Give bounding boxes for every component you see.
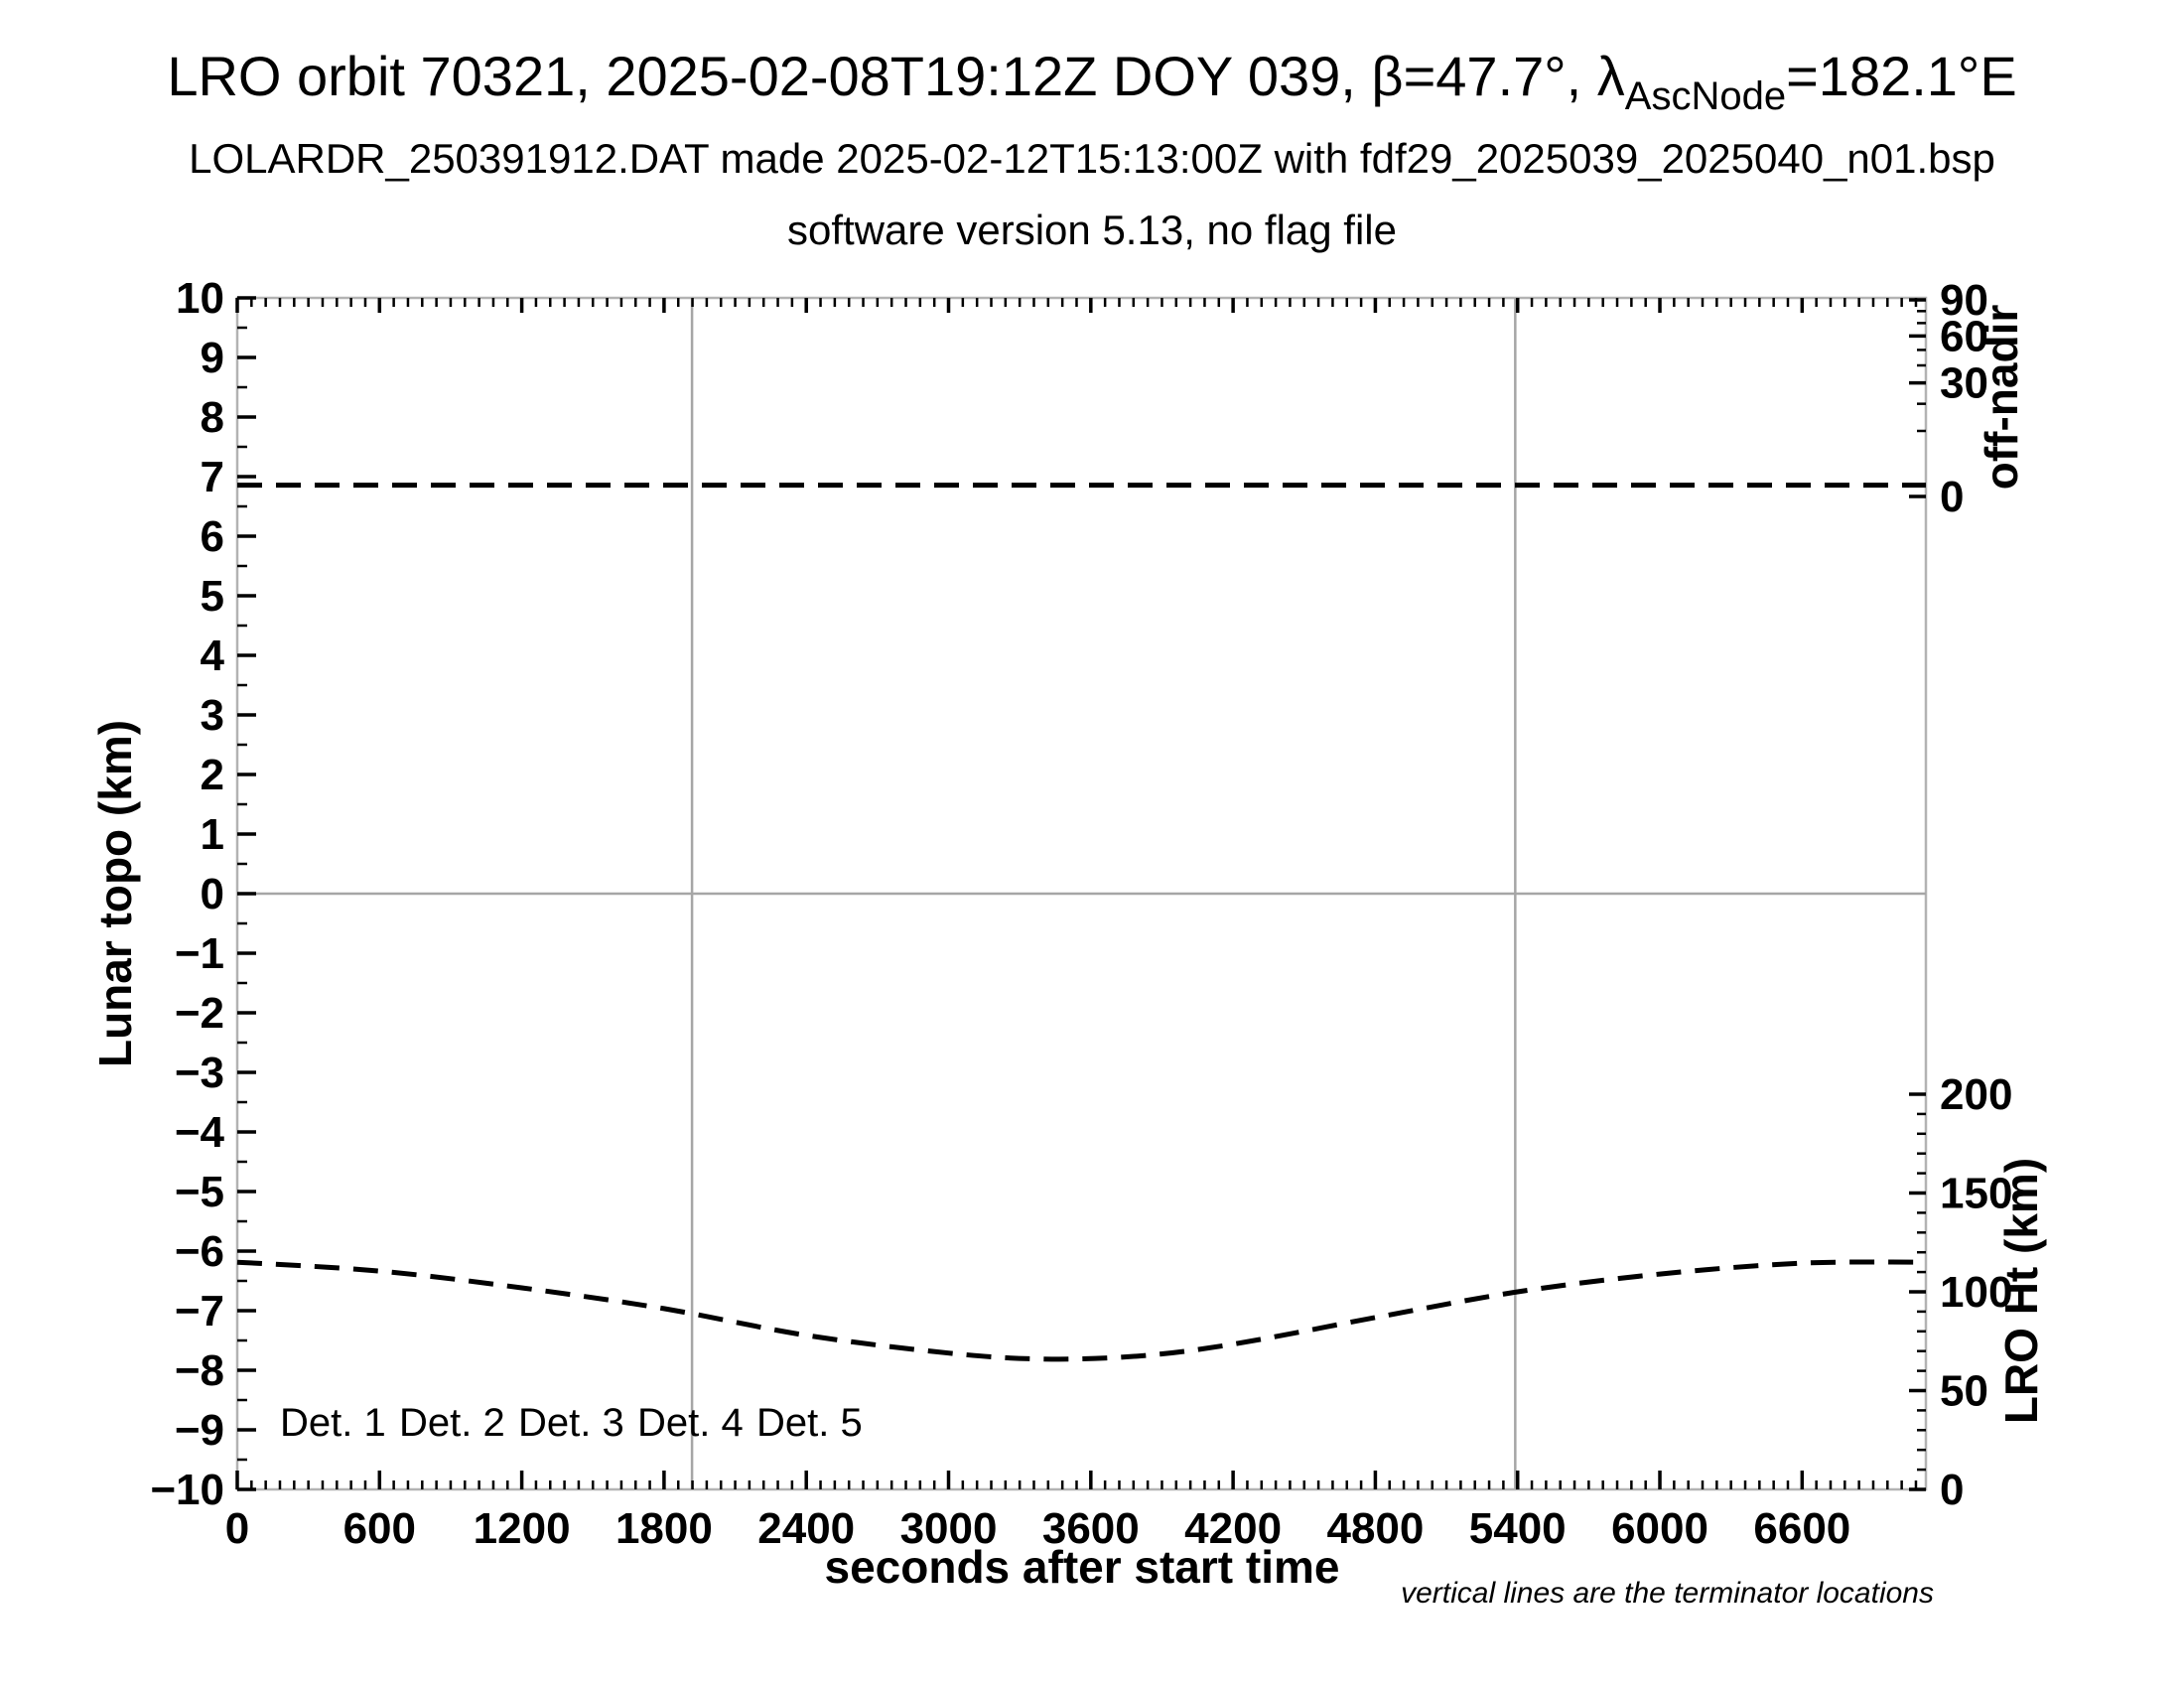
y-tick-label: −2 bbox=[175, 989, 224, 1038]
y-tick-label: 0 bbox=[201, 870, 224, 918]
y-tick-label: −8 bbox=[175, 1346, 224, 1395]
x-tick-label: 4800 bbox=[1326, 1504, 1424, 1553]
x-tick-label: 1200 bbox=[474, 1504, 571, 1553]
legend-item-5: Det. 5 bbox=[756, 1401, 863, 1445]
y-tick-label: −5 bbox=[175, 1168, 224, 1216]
subtitle-version-line: software version 5.13, no flag file bbox=[787, 207, 1397, 253]
y-tick-label: 3 bbox=[201, 691, 224, 740]
x-tick-label: 5400 bbox=[1469, 1504, 1567, 1553]
off-nadir-axis-title: off-nadir bbox=[1976, 305, 2027, 491]
lro-ht-tick-label: 0 bbox=[1940, 1466, 1964, 1514]
y-tick-label: −10 bbox=[150, 1466, 224, 1514]
grid-lines bbox=[237, 298, 1926, 1489]
lro-ht-tick-label: 150 bbox=[1940, 1170, 2012, 1218]
lro-ht-tick-label: 50 bbox=[1940, 1367, 1988, 1416]
x-tick-label: 600 bbox=[343, 1504, 416, 1553]
lro-ht-tick-label: 100 bbox=[1940, 1268, 2012, 1317]
y-tick-label: 9 bbox=[201, 334, 224, 382]
header: LRO orbit 70321, 2025-02-08T19:12Z DOY 0… bbox=[167, 45, 2016, 253]
legend-item-2: Det. 2 bbox=[399, 1401, 505, 1445]
off-nadir-tick-label: 60 bbox=[1940, 312, 1988, 360]
legend-item-1: Det. 1 bbox=[280, 1401, 386, 1445]
x-tick-label: 4200 bbox=[1184, 1504, 1282, 1553]
off-nadir-tick-label: 30 bbox=[1940, 359, 1988, 408]
off-nadir-tick-label: 90 bbox=[1940, 276, 1988, 325]
y-tick-label: 8 bbox=[201, 393, 224, 442]
axis-ticks bbox=[235, 296, 1926, 1491]
y-tick-label: 4 bbox=[201, 632, 225, 680]
page-title: LRO orbit 70321, 2025-02-08T19:12Z DOY 0… bbox=[167, 45, 2016, 118]
y-tick-label: −6 bbox=[175, 1227, 224, 1276]
y-tick-label: −7 bbox=[175, 1287, 224, 1336]
data-series bbox=[236, 483, 1927, 1362]
y-tick-label: 1 bbox=[201, 810, 224, 859]
legend-item-4: Det. 4 bbox=[637, 1401, 744, 1445]
y-tick-label: 10 bbox=[176, 274, 224, 323]
y-left-axis-title: Lunar topo (km) bbox=[89, 720, 141, 1067]
series-LRO-height bbox=[236, 1259, 1927, 1362]
x-tick-label: 3600 bbox=[1042, 1504, 1140, 1553]
lro-ht-tick-label: 200 bbox=[1940, 1070, 2012, 1119]
tick-labels: 0 600 1200 1800 2400 3000 3600 4200 4800 5400 6000… bbox=[150, 274, 2012, 1553]
legend-item-3: Det. 3 bbox=[518, 1401, 624, 1445]
x-axis-title: seconds after start time bbox=[825, 1541, 1340, 1593]
terminator-footnote: vertical lines are the terminator locati… bbox=[1401, 1577, 1934, 1610]
y-tick-label: 2 bbox=[201, 751, 224, 799]
x-tick-label: 6600 bbox=[1753, 1504, 1850, 1553]
x-tick-label: 2400 bbox=[757, 1504, 855, 1553]
legend: Det. 1 Det. 2 Det. 3 Det. 4 Det. 5 bbox=[280, 1401, 863, 1445]
y-tick-label: −9 bbox=[175, 1406, 224, 1455]
y-tick-label: 6 bbox=[201, 512, 224, 561]
off-nadir-tick-label: 0 bbox=[1940, 473, 1964, 521]
y-tick-label: 5 bbox=[201, 572, 224, 621]
subtitle-file-line: LOLARDR_250391912.DAT made 2025-02-12T15… bbox=[189, 135, 1995, 182]
x-tick-label: 1800 bbox=[615, 1504, 713, 1553]
y-tick-label: −3 bbox=[175, 1049, 224, 1097]
y-tick-label: −4 bbox=[175, 1108, 225, 1157]
x-tick-label: 6000 bbox=[1611, 1504, 1708, 1553]
y-tick-label: 7 bbox=[201, 453, 224, 501]
y-tick-label: −1 bbox=[175, 929, 224, 978]
lro-height-axis-title: LRO Ht (km) bbox=[1995, 1158, 2047, 1424]
x-tick-label: 3000 bbox=[900, 1504, 998, 1553]
x-tick-label: 0 bbox=[225, 1504, 249, 1553]
